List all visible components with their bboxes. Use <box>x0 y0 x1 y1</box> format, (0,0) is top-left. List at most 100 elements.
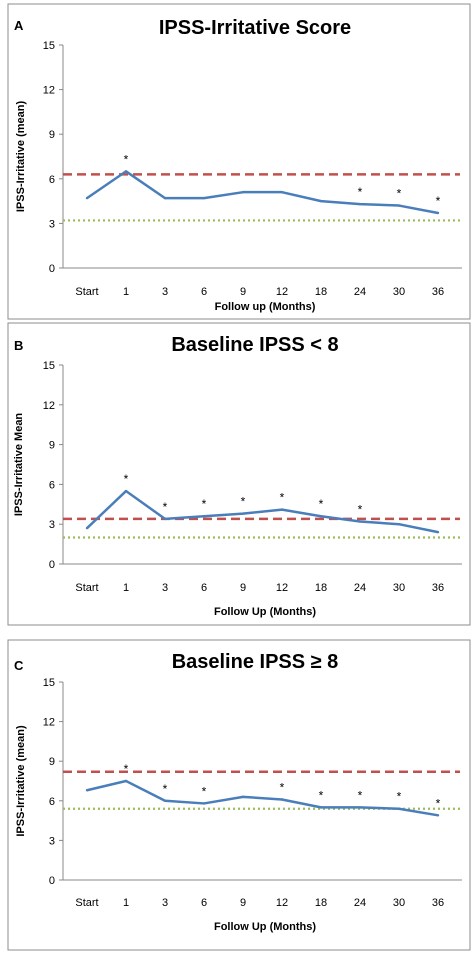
x-tick-label: 24 <box>354 582 366 594</box>
chart-panel-a: A IPSS-Irritative Score03691215IPSS-Irrit… <box>7 3 471 320</box>
x-tick-label: 30 <box>393 286 405 298</box>
x-tick-label: Start <box>75 286 98 298</box>
data-point <box>163 517 167 521</box>
chart-title: Baseline IPSS < 8 <box>171 334 338 356</box>
data-point <box>124 170 128 173</box>
data-point <box>202 515 206 518</box>
y-tick-label: 12 <box>43 717 55 729</box>
data-point <box>436 211 440 215</box>
y-tick-label: 3 <box>49 519 55 531</box>
data-point <box>358 202 362 206</box>
x-tick-label: 3 <box>162 897 168 909</box>
x-tick-label: 3 <box>162 286 168 298</box>
data-point <box>85 196 89 200</box>
data-point <box>358 520 362 523</box>
x-tick-label: 12 <box>276 897 288 909</box>
y-tick-label: 15 <box>43 40 55 52</box>
x-tick-label: 6 <box>201 582 207 594</box>
x-tick-label: 6 <box>201 286 207 298</box>
x-tick-label: Start <box>75 897 98 909</box>
y-tick-label: 3 <box>49 218 55 230</box>
significance-marker: * <box>124 152 129 166</box>
x-tick-label: 30 <box>393 897 405 909</box>
y-tick-label: 6 <box>49 796 55 808</box>
x-tick-label: 1 <box>123 286 129 298</box>
data-point <box>397 523 401 526</box>
series-line <box>86 489 439 534</box>
data-point <box>358 806 362 809</box>
data-point <box>163 196 167 200</box>
significance-marker: * <box>280 491 285 505</box>
y-tick-label: 15 <box>43 677 55 689</box>
significance-marker: * <box>397 790 402 804</box>
x-tick-label: 24 <box>354 897 366 909</box>
x-tick-label: 30 <box>393 582 405 594</box>
significance-marker: * <box>124 472 129 486</box>
y-axis-label: IPSS-Irritative (mean) <box>15 101 27 213</box>
data-point <box>85 789 89 792</box>
x-tick-label: 18 <box>315 582 327 594</box>
significance-marker: * <box>397 187 402 201</box>
chart-panel-c: C Baseline IPSS ≥ 803691215IPSS-Irritativ… <box>7 639 471 951</box>
significance-marker: * <box>436 194 441 208</box>
data-point <box>436 814 440 817</box>
x-tick-label: 6 <box>201 897 207 909</box>
data-point <box>397 204 401 207</box>
x-axis-label: Follow up (Months) <box>215 301 316 313</box>
significance-marker: * <box>358 503 363 517</box>
data-point <box>319 806 323 809</box>
significance-marker: * <box>202 497 207 511</box>
x-tick-label: 18 <box>315 286 327 298</box>
chart-title: IPSS-Irritative Score <box>159 17 351 39</box>
significance-marker: * <box>319 788 324 802</box>
x-tick-label: 36 <box>432 897 444 909</box>
y-tick-label: 15 <box>43 360 55 372</box>
x-tick-label: 18 <box>315 897 327 909</box>
series-line <box>86 170 439 215</box>
data-point <box>436 530 440 534</box>
chart-border <box>7 639 471 951</box>
panel-label: C <box>14 658 24 673</box>
data-point <box>319 199 323 203</box>
y-tick-label: 6 <box>49 174 55 186</box>
x-tick-label: 12 <box>276 582 288 594</box>
y-tick-label: 12 <box>43 85 55 97</box>
data-point <box>85 526 89 530</box>
chart-border <box>7 322 471 626</box>
chart-panel-b: B Baseline IPSS < 803691215IPSS-Irritativ… <box>7 322 471 626</box>
y-tick-label: 9 <box>49 756 55 768</box>
y-axis-label: IPSS-Irritative Mean <box>13 413 25 517</box>
significance-marker: * <box>124 762 129 776</box>
significance-marker: * <box>241 495 246 509</box>
y-tick-label: 9 <box>49 440 55 452</box>
x-tick-label: 9 <box>240 286 246 298</box>
data-point <box>241 190 245 194</box>
data-point <box>319 515 323 518</box>
data-point <box>124 779 128 783</box>
x-tick-label: 24 <box>354 286 366 298</box>
chart-title: Baseline IPSS ≥ 8 <box>172 651 339 673</box>
data-point <box>280 190 284 194</box>
x-tick-label: 36 <box>432 286 444 298</box>
data-point <box>163 799 167 802</box>
x-tick-label: 3 <box>162 582 168 594</box>
y-axis-label: IPSS-Irritative (mean) <box>15 725 27 837</box>
panel-label: B <box>14 338 23 353</box>
y-tick-label: 9 <box>49 129 55 141</box>
x-tick-label: 1 <box>123 582 129 594</box>
data-point <box>397 807 401 810</box>
y-tick-label: 0 <box>49 875 55 887</box>
data-point <box>124 489 128 493</box>
y-tick-label: 6 <box>49 479 55 491</box>
data-point <box>241 795 245 799</box>
data-point <box>202 802 206 805</box>
data-point <box>202 196 206 200</box>
significance-marker: * <box>436 796 441 810</box>
x-axis-label: Follow Up (Months) <box>214 921 316 933</box>
x-tick-label: 9 <box>240 897 246 909</box>
data-point <box>241 512 245 515</box>
series-line <box>86 779 439 817</box>
x-tick-label: 12 <box>276 286 288 298</box>
data-point <box>280 798 284 801</box>
